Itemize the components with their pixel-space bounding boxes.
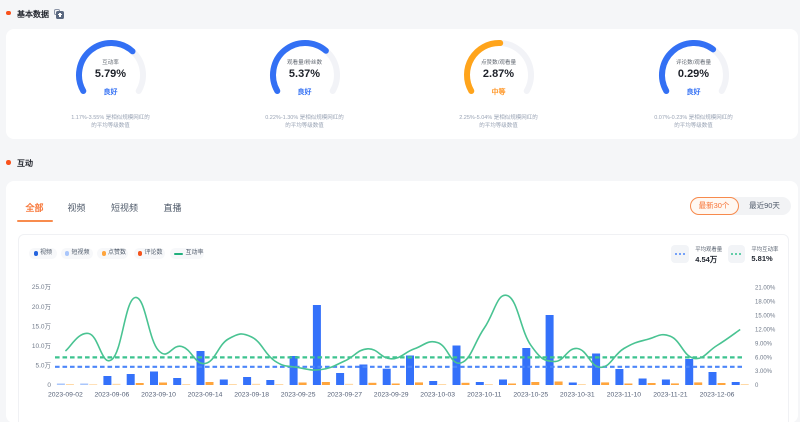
svg-text:9.00%: 9.00% — [755, 341, 773, 347]
svg-text:2023-11-10: 2023-11-10 — [607, 392, 641, 399]
svg-text:2023-11-21: 2023-11-21 — [653, 392, 687, 399]
svg-text:2023-09-29: 2023-09-29 — [374, 392, 409, 399]
svg-text:15.0万: 15.0万 — [32, 322, 52, 330]
svg-text:3.00%: 3.00% — [755, 369, 773, 375]
svg-text:18.00%: 18.00% — [755, 300, 776, 306]
svg-text:25.0万: 25.0万 — [32, 283, 52, 291]
svg-text:2023-09-10: 2023-09-10 — [141, 392, 176, 399]
svg-text:2023-09-14: 2023-09-14 — [188, 392, 223, 399]
svg-text:2023-12-06: 2023-12-06 — [700, 392, 735, 399]
svg-text:2023-09-18: 2023-09-18 — [234, 392, 269, 399]
svg-text:10.0万: 10.0万 — [32, 342, 52, 350]
svg-text:20.0万: 20.0万 — [32, 303, 52, 311]
svg-text:2023-10-03: 2023-10-03 — [420, 392, 455, 399]
svg-text:2023-10-25: 2023-10-25 — [513, 392, 548, 399]
svg-text:21.00%: 21.00% — [755, 286, 776, 292]
svg-text:12.00%: 12.00% — [755, 327, 776, 333]
svg-text:15.00%: 15.00% — [755, 313, 776, 319]
svg-text:5.0万: 5.0万 — [35, 362, 51, 370]
svg-text:2023-09-27: 2023-09-27 — [327, 392, 362, 399]
svg-text:2023-09-25: 2023-09-25 — [281, 392, 316, 399]
svg-text:2023-09-06: 2023-09-06 — [95, 392, 130, 399]
svg-text:6.00%: 6.00% — [755, 355, 773, 361]
svg-text:2023-09-02: 2023-09-02 — [48, 392, 83, 399]
svg-text:2023-10-11: 2023-10-11 — [467, 392, 501, 399]
svg-text:0: 0 — [47, 382, 51, 389]
svg-text:2023-10-31: 2023-10-31 — [560, 392, 595, 399]
svg-text:0: 0 — [755, 383, 759, 389]
